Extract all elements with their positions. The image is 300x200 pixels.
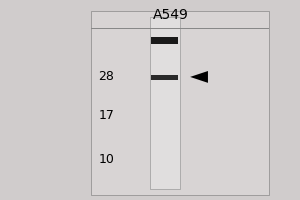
Text: A549: A549 (153, 8, 189, 22)
Text: 17: 17 (98, 109, 114, 122)
Text: 10: 10 (98, 153, 114, 166)
Bar (152, 75, 178, 80)
Polygon shape (190, 71, 208, 83)
Text: 28: 28 (98, 70, 114, 83)
Bar (91, 28, 269, 29)
FancyBboxPatch shape (91, 11, 269, 195)
Bar (152, 37, 178, 44)
Bar (150, 17, 180, 189)
